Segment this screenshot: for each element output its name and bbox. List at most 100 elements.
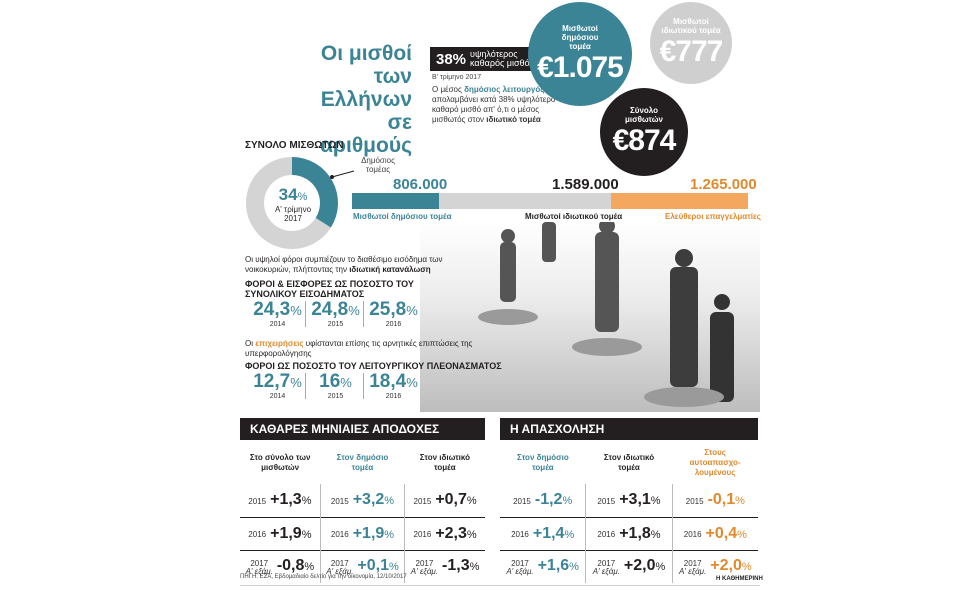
donut-period: Α' τρίμηνο 2017 [274,205,312,223]
table-cell: 2015 +0,7% [404,484,485,517]
column-header: Στον δημόσιο τομέα [500,442,586,484]
pct-sign: % [737,528,747,541]
table-row: 2017 Α' εξάμ. -0,8% 2017 Α' εξάμ. +0,1% 2017 Α'… [240,549,485,583]
change-value: -0,1% [708,491,745,508]
stat-year: 2014 [269,321,286,328]
row-year: 2017 [511,559,529,569]
bar-segment-0 [352,193,440,209]
change-number: +1,3 [270,491,302,509]
stat-year: 2015 [327,393,344,400]
pct-sign: % [301,528,312,541]
pct-sign: % [469,561,480,574]
table-cell: 2016 +1,9% [240,516,321,550]
row-period: 2016 [248,531,266,539]
footer-divider [240,585,760,586]
pct-sign: % [466,495,477,508]
circle-value: €1.075 [537,50,624,84]
column-header: Στον δημόσιο τομέα [320,442,404,484]
donut-pct: 34 [278,185,298,204]
circle-total-wage: Σύνολο μισθωτών €874 [600,88,688,176]
pct-sign: % [466,528,477,541]
stat-value: 25,8 [369,299,407,320]
change-number: -1,2 [534,491,563,509]
change-number: +0,1 [357,557,390,575]
donut-slice-0 [292,157,338,228]
text-emphasis: ιδιωτικό τομέα [486,115,541,124]
row-period: 2015 [331,498,349,506]
table-cell: 2017 Α' εξάμ. +0,1% [319,549,405,583]
table-row: 2017 Α' εξάμ. +1,6% 2017 Α' εξάμ. +2,0% 2017 Α'… [500,549,758,583]
table-cell: 2017 Α' εξάμ. -0,8% [240,549,321,583]
change-value: +1,8% [619,525,660,542]
table-cell: 2017 Α' εξάμ. +2,0% [671,549,758,583]
row-period-sub: Α' εξάμ. [506,567,534,577]
change-value: +3,2% [353,491,394,508]
pct-sign: % [389,561,399,574]
stat-value: 24,8 [311,299,349,320]
column-header-label: Στον δημόσιο τομέα [336,453,389,472]
row-period: 2017 Α' εξάμ. [246,560,273,576]
table-row: 2016 +1,4% 2016 +1,8% 2016 +0,4% [500,516,758,550]
row-period: 2016 [414,531,432,539]
change-value: +0,7% [435,491,476,508]
table-cell: 2017 Α' εξάμ. +2,0% [585,549,673,583]
donut-chart [246,157,355,249]
row-year: 2016 [597,530,616,540]
row-year: 2016 [330,530,349,540]
stat-year: 2014 [269,393,286,400]
row-year: 2016 [248,530,267,540]
stat-pct-sign: % [340,375,352,390]
pct-sign: % [655,561,666,574]
change-value: +3,1% [619,491,660,508]
donut-slice-1 [246,157,331,249]
table-cell: 2016 +1,9% [319,516,405,550]
highlight-text: Ο μέσος δημόσιος λειτουργός απολαμβάνει … [432,85,557,125]
row-year: 2015 [685,497,704,507]
stat-2016: 25,8% 2016 [366,299,421,328]
table-row: 2015 +1,3% 2015 +3,2% 2015 +0,7% [240,484,485,517]
text-emphasis: δημόσιος λειτουργός [464,85,545,94]
change-value: -0,8% [277,557,314,574]
bar-segment-2 [611,193,748,209]
row-period: 2017 Α' εξάμ. [411,560,438,576]
pct-sign: % [741,561,752,574]
stat-year: 2016 [385,393,402,400]
bar-segment-1 [439,193,612,209]
change-number: +3,2 [352,491,385,509]
row-period: 2016 [684,531,702,539]
table-cell: 2016 +0,4% [671,516,758,550]
change-value: -1,2% [535,491,572,508]
page-title: Οι μισθοί των Ελλήνων σε αριθμούς [320,42,412,157]
change-value: +1,4% [533,525,574,542]
row-period: 2017 Α' εξάμ. [506,560,533,576]
stat-divider [363,301,364,327]
stat-year: 2015 [327,321,344,328]
row-period: 2015 [248,498,266,506]
table-cell: 2015 +3,1% [585,484,673,517]
row-period-sub: Α' εξάμ. [410,567,439,577]
businesspeople-puzzle-image [420,218,760,412]
donut-pct-sign: % [297,191,308,203]
row-year: 2017 [330,559,349,569]
stat-value: 16 [319,371,341,392]
column-header-label: Στο σύνολο των μισθωτών [249,453,311,472]
stat-divider [305,373,306,399]
circle-label: Μισθωτοί ιδιωτικού τομέα [661,17,721,35]
stat-pct-sign: % [406,375,418,390]
circle-label: Σύνολο μισθωτών [624,106,663,124]
row-period: 2016 [597,531,615,539]
row-period: 2015 [686,498,704,506]
row-period: 2016 [331,531,349,539]
stat-2016: 18,4% 2016 [366,371,421,400]
text-part: Ο μέσος [432,85,465,94]
change-number: -1,3 [442,557,470,575]
row-year: 2015 [513,497,531,507]
table-row: 2016 +1,9% 2016 +1,9% 2016 +2,3% [240,516,485,550]
row-period-sub: Α' εξάμ. [245,567,273,577]
pct-sign: % [384,528,395,541]
taxes-intro: Οι υψηλοί φόροι συμπιέζουν το διαθέσιμο … [245,255,485,275]
table-cell: 2017 Α' εξάμ. -1,3% [404,549,485,583]
change-number: +2,0 [710,557,742,575]
row-period-sub: Α' εξάμ. [592,567,620,577]
row-year: 2015 [413,497,432,507]
